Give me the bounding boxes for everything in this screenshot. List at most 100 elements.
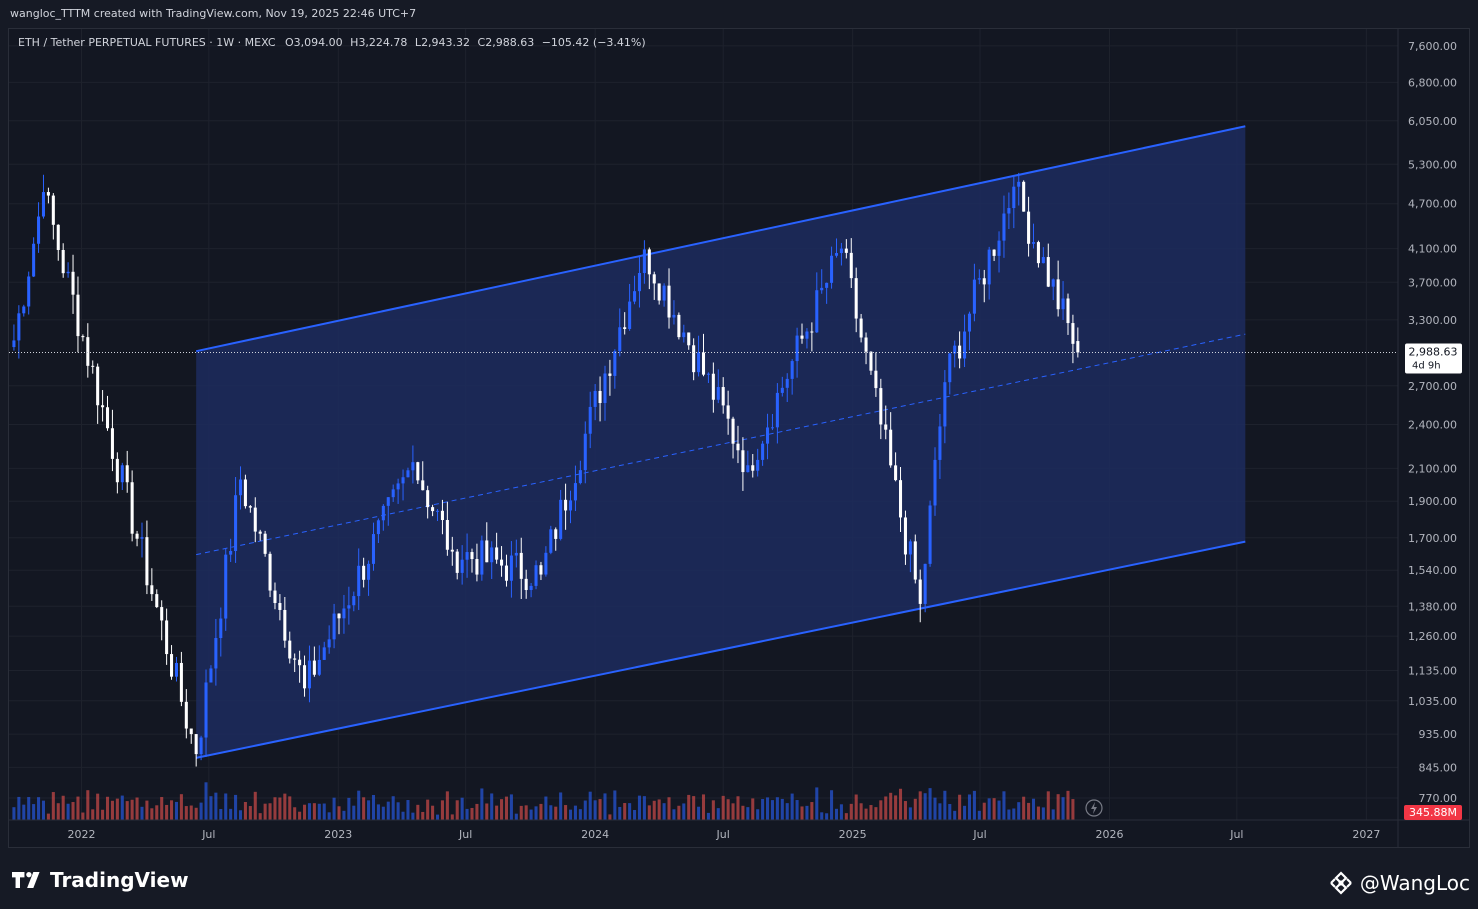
volume-bar [898, 788, 903, 820]
candle-body [544, 552, 548, 575]
created-by-text: wangloc_TTTM created with TradingView.co… [10, 7, 417, 20]
candle-body [352, 596, 356, 606]
candle-body [1007, 208, 1011, 214]
candle-body [37, 216, 41, 244]
candle-body [465, 552, 469, 560]
volume-tag-value: 345.88M [1409, 806, 1457, 819]
candle-body [903, 517, 907, 555]
candle-body [391, 489, 395, 498]
volume-bar [41, 800, 46, 820]
legend-change: −105.42 (−3.41%) [541, 36, 646, 49]
volume-bar [352, 805, 356, 820]
channel-fill [196, 126, 1246, 758]
volume-bar [977, 810, 981, 820]
candle-body [667, 285, 671, 318]
candle-body [908, 541, 912, 555]
volume-bar [150, 808, 154, 820]
volume-bar [367, 800, 371, 820]
volume-bar [347, 797, 351, 820]
volume-bar [820, 812, 824, 820]
candle-body [1046, 257, 1050, 287]
parallel-channel[interactable] [195, 125, 1246, 759]
candle-body [322, 647, 326, 660]
volume-bar [913, 798, 917, 820]
candle-body [431, 507, 435, 512]
volume-bar [972, 790, 976, 820]
candle-body [529, 585, 533, 591]
volume-bar [229, 808, 233, 820]
volume-bar [726, 799, 730, 820]
volume-bar [288, 796, 292, 820]
volume-bar [1056, 794, 1060, 820]
candle-body [953, 345, 957, 354]
legend-open-label: O [285, 36, 294, 49]
volume-bar [204, 782, 208, 820]
candle-body [844, 248, 848, 253]
volume-bar [1002, 791, 1006, 820]
volume-bar [234, 794, 238, 820]
candle-body [790, 361, 794, 379]
y-tick-label: 6,800.00 [1408, 76, 1457, 89]
volume-bar [435, 814, 440, 820]
candle-body [179, 662, 183, 702]
candle-body [367, 563, 371, 580]
volume-bar [963, 805, 967, 820]
candle-body [692, 345, 696, 373]
candle-body [894, 465, 898, 481]
candle-body [460, 559, 464, 573]
volume-bar [416, 804, 420, 820]
x-tick-label: 2022 [67, 828, 95, 841]
candle-body [41, 192, 46, 217]
last-candle-body [1076, 341, 1080, 353]
candle-body [972, 279, 976, 314]
volume-bar [214, 792, 218, 820]
volume-bar [982, 802, 986, 820]
volume-bar [918, 791, 922, 820]
volume-bar [263, 803, 267, 820]
volume-bar [273, 797, 277, 820]
candle-body [155, 594, 159, 608]
volume-bar [721, 795, 725, 820]
candle-body [795, 335, 799, 362]
candle-body [470, 552, 474, 560]
volume-bar [224, 793, 228, 820]
volume-bar [652, 800, 656, 820]
volume-bar [682, 803, 686, 820]
candle-body [697, 352, 701, 373]
volume-bar [445, 791, 449, 820]
candle-body [721, 387, 725, 406]
volume-bar [864, 808, 868, 820]
volume-bar [633, 810, 637, 820]
volume-bar [701, 794, 706, 820]
candle-body [194, 734, 198, 755]
candle-body [229, 550, 233, 555]
y-tick-label: 1,700.00 [1408, 532, 1457, 545]
volume-bar [603, 793, 607, 820]
candle-body [445, 520, 449, 550]
candle-body [165, 620, 169, 655]
candle-body [125, 465, 129, 483]
candle-body [751, 465, 755, 471]
y-tick-label: 4,700.00 [1408, 198, 1457, 211]
volume-bar [834, 808, 839, 820]
candle-body [519, 552, 523, 579]
candle-body [859, 318, 863, 338]
y-tick-label: 7,600.00 [1408, 40, 1457, 53]
symbol-legend[interactable]: ETH / Tether PERPETUAL FUTURES · 1W · ME… [18, 36, 646, 49]
candle-body [805, 331, 809, 339]
candle-body [608, 373, 612, 376]
volume-bar [554, 806, 558, 820]
candle-body [411, 462, 415, 471]
candle-body [711, 373, 715, 400]
candle-body [756, 459, 760, 471]
candle-body [849, 252, 853, 279]
volume-bar [480, 788, 484, 820]
volume-bar [27, 797, 31, 820]
volume-bar [490, 793, 494, 820]
candle-body [898, 480, 903, 518]
candle-body [342, 608, 346, 619]
candle-body [958, 345, 962, 359]
volume-bar [514, 813, 518, 820]
x-tick-label: Jul [201, 828, 215, 841]
